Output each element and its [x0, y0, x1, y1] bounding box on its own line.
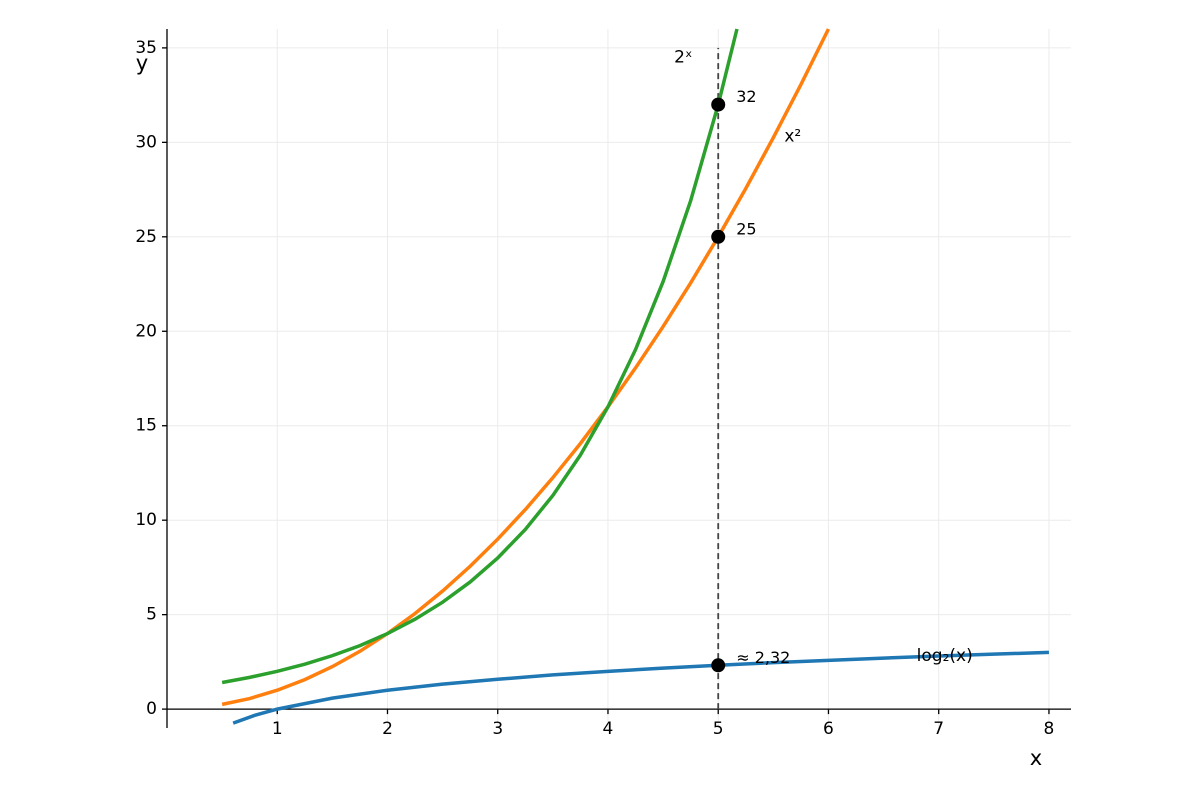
x-tick-label: 5 — [713, 719, 724, 739]
x-tick-label: 4 — [603, 719, 614, 739]
series-label: x² — [784, 127, 801, 147]
y-tick-label: 30 — [135, 132, 157, 152]
x-tick-label: 1 — [272, 719, 283, 739]
y-axis-label: y — [136, 51, 148, 75]
y-tick-label: 0 — [146, 699, 157, 719]
y-tick-label: 35 — [135, 38, 157, 58]
point-label: ≈ 2,32 — [736, 648, 790, 667]
line-series — [221, 28, 739, 685]
line-series — [232, 650, 1050, 725]
y-tick-label: 20 — [135, 321, 157, 341]
series-label: log₂(x) — [917, 646, 973, 666]
y-tick-label: 10 — [135, 510, 157, 530]
x-tick-label: 8 — [1044, 719, 1055, 739]
x-axis-label: x — [1030, 746, 1042, 770]
data-point — [711, 97, 726, 112]
line-series — [221, 28, 831, 707]
x-tick-label: 7 — [933, 719, 944, 739]
x-tick-label: 6 — [823, 719, 834, 739]
data-point — [711, 658, 726, 673]
y-tick-label: 5 — [146, 605, 157, 625]
data-point — [711, 229, 726, 244]
point-label: 25 — [736, 219, 756, 238]
y-tick-label: 15 — [135, 416, 157, 436]
point-label: 32 — [736, 87, 756, 106]
y-tick-label: 25 — [135, 227, 157, 247]
x-tick-label: 3 — [492, 719, 503, 739]
series-label: 2ˣ — [674, 47, 692, 67]
x-tick-label: 2 — [382, 719, 393, 739]
